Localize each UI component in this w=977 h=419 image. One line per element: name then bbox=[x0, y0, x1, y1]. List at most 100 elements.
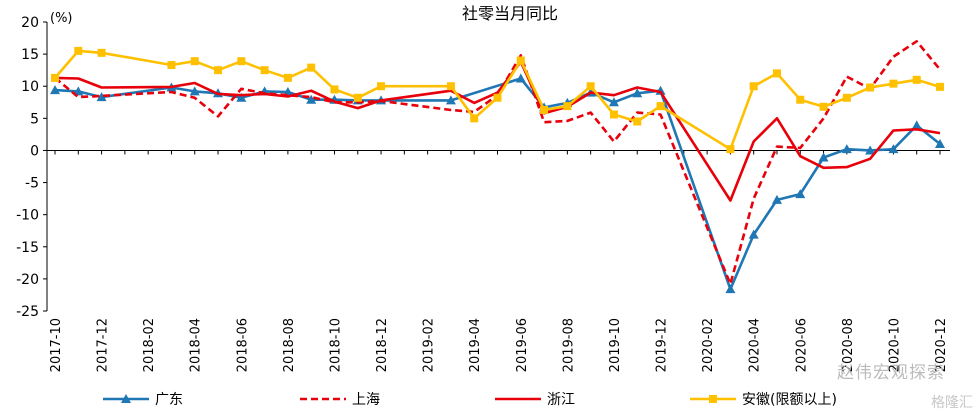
series-3 bbox=[51, 46, 944, 154]
y-tick-label: -10 bbox=[16, 208, 39, 224]
data-point bbox=[189, 86, 200, 96]
x-tick-label: 2018-06 bbox=[235, 318, 250, 372]
data-point bbox=[726, 145, 735, 154]
data-point bbox=[97, 48, 106, 57]
watermark-sub: 格隆汇 bbox=[931, 395, 973, 411]
data-point bbox=[260, 66, 269, 75]
data-point bbox=[818, 152, 829, 162]
data-point bbox=[608, 97, 619, 107]
x-tick-label: 2020-12 bbox=[934, 318, 949, 372]
data-point bbox=[911, 120, 922, 130]
y-tick-label: -25 bbox=[16, 304, 39, 320]
data-point bbox=[633, 117, 642, 126]
legend-label: 广东 bbox=[155, 392, 183, 408]
data-point bbox=[50, 85, 60, 95]
x-tick-label: 2018-04 bbox=[189, 318, 204, 372]
legend-marker bbox=[709, 395, 717, 403]
data-point bbox=[377, 82, 386, 91]
legend-label: 上海 bbox=[352, 392, 380, 408]
legend-entry: 安徽(限额以上) bbox=[690, 392, 837, 408]
x-tick-label: 2018-10 bbox=[328, 318, 343, 372]
series-1 bbox=[54, 40, 942, 286]
series-0 bbox=[50, 73, 945, 294]
data-point bbox=[470, 114, 479, 123]
data-point bbox=[586, 82, 595, 91]
x-tick-label: 2019-10 bbox=[608, 318, 623, 372]
data-point bbox=[841, 144, 852, 154]
x-tick-label: 2020-10 bbox=[887, 318, 902, 372]
data-point bbox=[330, 85, 339, 94]
data-point bbox=[214, 66, 223, 75]
data-point bbox=[796, 95, 805, 104]
x-tick-label: 2019-12 bbox=[655, 318, 670, 372]
data-point bbox=[889, 79, 898, 88]
data-point bbox=[190, 57, 199, 66]
data-point bbox=[516, 56, 525, 65]
series-line bbox=[54, 40, 942, 286]
data-point bbox=[306, 94, 317, 104]
y-tick-label: 20 bbox=[21, 15, 39, 31]
data-point bbox=[307, 63, 316, 72]
legend-marker bbox=[121, 394, 131, 403]
axes-layer: 20 15 10 5 0 -5 -10 -15 -20 -25 2017-10 2017-12 2018… bbox=[16, 15, 950, 372]
chart-title: 社零当月同比 bbox=[462, 4, 558, 23]
series-2 bbox=[54, 60, 941, 202]
x-tick-label: 2020-06 bbox=[794, 318, 809, 372]
data-point bbox=[748, 229, 759, 239]
x-tick-label: 2017-10 bbox=[49, 318, 64, 372]
data-point bbox=[51, 73, 59, 82]
data-point bbox=[96, 92, 107, 102]
y-tick-label: -20 bbox=[16, 272, 39, 288]
data-point bbox=[771, 194, 782, 204]
data-point bbox=[515, 73, 526, 83]
legend-label: 安徽(限额以上) bbox=[742, 392, 837, 408]
data-point bbox=[842, 93, 851, 102]
data-point bbox=[772, 69, 781, 78]
series-line bbox=[54, 60, 941, 202]
data-point bbox=[609, 110, 618, 119]
x-tick-label: 2019-06 bbox=[515, 318, 530, 372]
y-tick-label: -15 bbox=[16, 240, 39, 256]
data-point bbox=[540, 105, 549, 114]
data-point bbox=[446, 82, 455, 91]
data-point bbox=[632, 88, 643, 98]
data-point bbox=[74, 46, 83, 55]
legend-label: 浙江 bbox=[547, 392, 575, 408]
y-tick-label: 0 bbox=[30, 143, 39, 159]
x-tick-label: 2020-08 bbox=[841, 318, 856, 372]
data-point bbox=[493, 93, 502, 102]
data-point bbox=[795, 189, 806, 199]
data-point bbox=[865, 145, 876, 155]
x-tick-label: 2019-04 bbox=[468, 318, 483, 372]
y-axis-unit-label: (%) bbox=[50, 11, 73, 26]
series-layer bbox=[50, 40, 945, 294]
data-point bbox=[725, 284, 736, 294]
legend: 广东 上海 浙江 安徽(限额以上) bbox=[103, 392, 837, 408]
data-point bbox=[563, 102, 572, 111]
x-tick-label: 2017-12 bbox=[96, 318, 111, 372]
legend-entry: 上海 bbox=[300, 392, 380, 408]
data-point bbox=[935, 139, 945, 149]
y-tick-label: 15 bbox=[21, 47, 39, 63]
y-tick-label: 10 bbox=[21, 79, 39, 95]
data-point bbox=[73, 86, 84, 96]
x-tick-label: 2018-12 bbox=[375, 318, 390, 372]
x-tick-label: 2020-02 bbox=[701, 318, 716, 372]
data-point bbox=[283, 73, 292, 82]
x-tick-label: 2019-08 bbox=[561, 318, 576, 372]
data-point bbox=[912, 75, 921, 84]
data-point bbox=[866, 83, 875, 92]
data-point bbox=[237, 57, 246, 66]
x-tick-label: 2020-04 bbox=[748, 318, 763, 372]
watermark-text: 赵伟宏观探索 bbox=[837, 363, 945, 383]
y-tick-label: -5 bbox=[25, 176, 39, 192]
data-point bbox=[445, 95, 456, 105]
data-point bbox=[167, 61, 176, 70]
legend-entry: 浙江 bbox=[495, 392, 575, 408]
series-line bbox=[54, 77, 941, 291]
data-point bbox=[888, 144, 899, 154]
data-point bbox=[656, 102, 665, 111]
x-tick-label: 2019-02 bbox=[422, 318, 437, 372]
